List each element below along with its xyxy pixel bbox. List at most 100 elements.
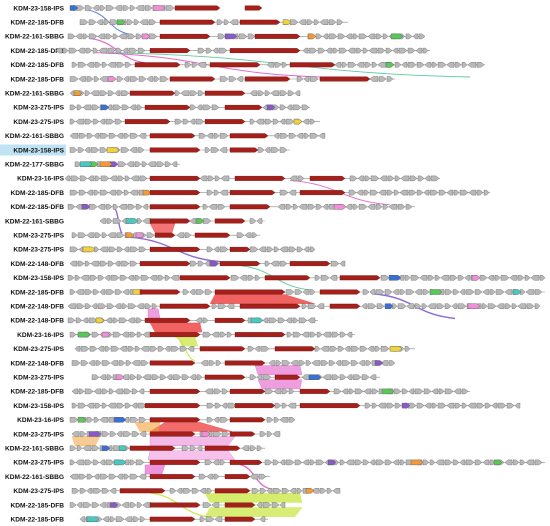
- lane: KDM-23-16-IPS: [17, 417, 296, 424]
- gene-arrow: [86, 232, 95, 238]
- gene-arrow: [309, 289, 316, 295]
- gene-arrow: [437, 402, 447, 409]
- gene-arrow: [216, 19, 224, 25]
- gene-arrow: [147, 161, 157, 167]
- gene-arrow: [336, 19, 344, 25]
- gene-arrow: [112, 33, 119, 40]
- gene-arrow: [169, 488, 177, 494]
- gene-arrow: [279, 417, 289, 423]
- gene-arrow: [108, 133, 117, 139]
- gene-arrow: [262, 374, 272, 380]
- gene-arrow: [255, 118, 265, 125]
- gene-arrow: [116, 232, 125, 238]
- gene-arrow: [99, 118, 106, 125]
- gene-arrow: [99, 189, 109, 196]
- synteny-links-layer: [71, 9, 471, 518]
- gene-arrow: [121, 303, 128, 309]
- gene-arrow: [219, 189, 229, 196]
- gene-arrow: [206, 417, 214, 423]
- accent-gene-arrow: [106, 147, 120, 153]
- accent-gene-arrow: [467, 303, 481, 309]
- lane-label-highlight: [0, 144, 66, 156]
- gene-arrow: [82, 445, 92, 451]
- gene-arrow: [438, 388, 445, 395]
- gene-arrow: [249, 473, 259, 480]
- core-gene-arrow: [129, 445, 176, 451]
- gene-arrow: [107, 232, 117, 238]
- gene-arrow: [419, 275, 428, 281]
- gene-arrow: [339, 459, 346, 466]
- gene-arrow: [101, 388, 109, 395]
- gene-arrow: [112, 218, 122, 224]
- lane: KDM-22-185-DFB: [11, 189, 490, 197]
- lane: KDM-23-275-IPS: [13, 374, 380, 382]
- gene-arrow: [181, 445, 190, 451]
- gene-arrow: [287, 402, 297, 409]
- lane: KDM-23-158-IPS: [0, 144, 290, 156]
- gene-arrow: [437, 62, 447, 68]
- gene-arrow: [180, 90, 190, 96]
- gene-arrow: [429, 189, 439, 196]
- accent-gene-arrow: [77, 417, 87, 423]
- core-gene-arrow: [174, 5, 221, 11]
- gene-arrow: [322, 374, 332, 380]
- gene-arrow: [328, 19, 337, 25]
- gene-arrow: [272, 431, 281, 437]
- gene-arrow: [184, 232, 192, 238]
- gene-arrow: [320, 346, 330, 352]
- gene-arrow: [511, 303, 518, 309]
- accent-gene-arrow: [125, 232, 135, 238]
- gene-arrow: [189, 260, 198, 267]
- gene-arrow: [392, 289, 400, 295]
- gene-arrow: [410, 275, 420, 281]
- gene-arrow: [128, 47, 138, 54]
- accent-gene-arrow: [101, 445, 111, 451]
- gene-arrow: [139, 431, 147, 437]
- gene-arrow: [62, 47, 69, 54]
- gene-arrow: [215, 360, 222, 366]
- accent-gene-arrow: [99, 161, 113, 167]
- gene-arrow: [117, 175, 125, 182]
- gene-arrow: [476, 402, 485, 409]
- lane-label: KDM-22-161-SBBG: [5, 133, 64, 140]
- gene-arrow: [264, 90, 271, 96]
- gene-arrow: [197, 47, 206, 54]
- core-gene-arrow: [149, 417, 201, 423]
- gene-arrow: [134, 161, 142, 167]
- gene-arrow: [329, 275, 338, 281]
- gene-arrow: [333, 388, 342, 395]
- gene-arrow: [361, 303, 368, 309]
- gene-arrow: [217, 303, 227, 309]
- gene-arrow: [482, 289, 490, 295]
- gene-arrow: [365, 360, 372, 366]
- gene-arrow: [285, 204, 293, 210]
- gene-arrow: [422, 459, 430, 466]
- gene-arrow: [315, 204, 323, 210]
- gene-arrow: [534, 459, 543, 466]
- gene-arrow: [401, 62, 408, 68]
- gene-arrow: [418, 33, 426, 40]
- gene-arrow: [247, 275, 255, 281]
- gene-arrow: [204, 260, 211, 267]
- gene-arrow: [179, 346, 188, 352]
- gene-arrow: [96, 19, 104, 25]
- core-gene-arrow: [149, 388, 201, 394]
- gene-arrow: [76, 303, 85, 309]
- gene-arrow: [387, 175, 395, 182]
- gene-arrow: [123, 473, 130, 480]
- gene-arrow: [70, 175, 80, 182]
- gene-arrow: [116, 473, 124, 480]
- gene-arrow: [108, 388, 115, 395]
- accent-gene-arrow: [410, 459, 424, 466]
- core-gene-arrow: [149, 218, 191, 224]
- gene-arrow: [171, 161, 178, 167]
- gene-arrow: [219, 76, 229, 82]
- synteny-block-magenta: [144, 464, 166, 475]
- gene-arrow: [97, 346, 105, 352]
- gene-arrow: [164, 161, 172, 167]
- gene-arrow: [118, 204, 128, 210]
- core-gene-arrow: [149, 431, 196, 437]
- gene-arrow: [92, 118, 100, 125]
- gene-arrow: [136, 502, 143, 508]
- gene-arrow: [116, 76, 124, 82]
